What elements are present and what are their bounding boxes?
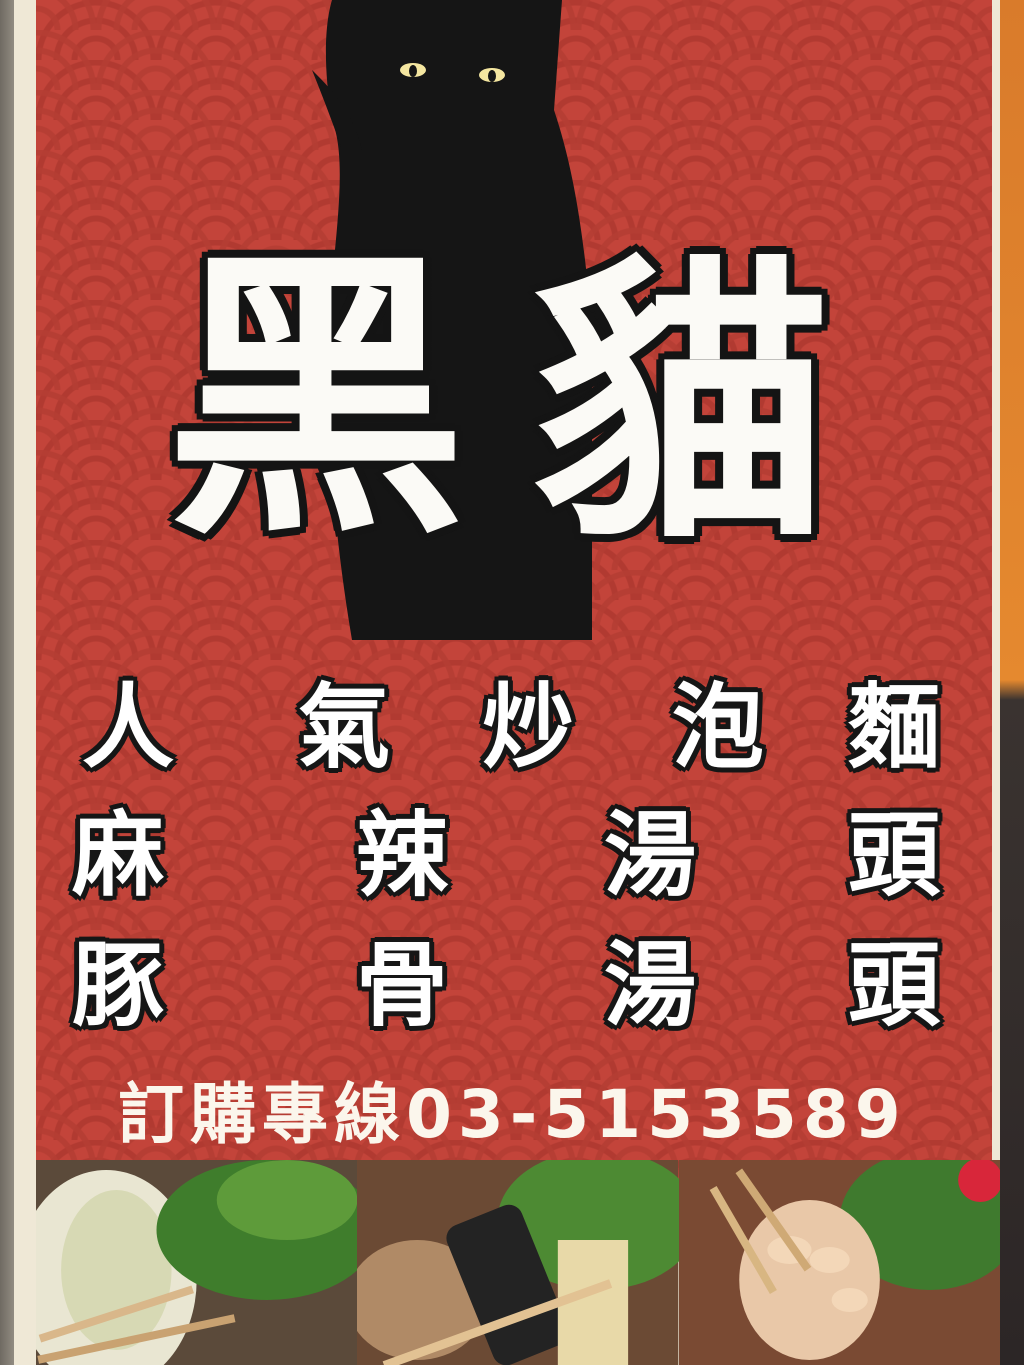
black-cat-icon bbox=[312, 0, 592, 640]
food-photo-cabbage bbox=[36, 1160, 358, 1365]
menu-char: 炒 bbox=[482, 674, 575, 781]
menu-char: 豚 bbox=[72, 932, 165, 1039]
phone-order-line: 訂購專線03-5153589 bbox=[118, 1076, 907, 1153]
menu-char: 湯 bbox=[604, 802, 697, 909]
menu-char: 辣 bbox=[356, 802, 449, 909]
menu-char: 氣 bbox=[298, 674, 391, 781]
menu-char: 麻 bbox=[72, 802, 165, 909]
food-photo-mushrooms bbox=[678, 1160, 1000, 1365]
menu-char: 骨 bbox=[356, 932, 449, 1039]
menu-char: 頭 bbox=[848, 932, 941, 1039]
menu-char: 泡 bbox=[672, 674, 765, 781]
menu-char: 人 bbox=[82, 674, 175, 781]
background-right-edge bbox=[1000, 0, 1024, 1365]
food-photo-strip bbox=[36, 1160, 1000, 1365]
food-photo-seaweed-roll bbox=[357, 1160, 679, 1365]
title-char-hei: 黑 bbox=[166, 225, 466, 574]
title-char-mao: 貓 bbox=[531, 230, 831, 579]
shop-sign: 黑 貓 人 氣 炒 泡 麵 麻 辣 湯 頭 豚 骨 湯 頭 bbox=[36, 0, 992, 1190]
menu-char: 麵 bbox=[848, 674, 941, 781]
menu-char: 湯 bbox=[604, 932, 697, 1039]
wall-left bbox=[0, 0, 18, 1365]
menu-char: 頭 bbox=[848, 802, 941, 909]
